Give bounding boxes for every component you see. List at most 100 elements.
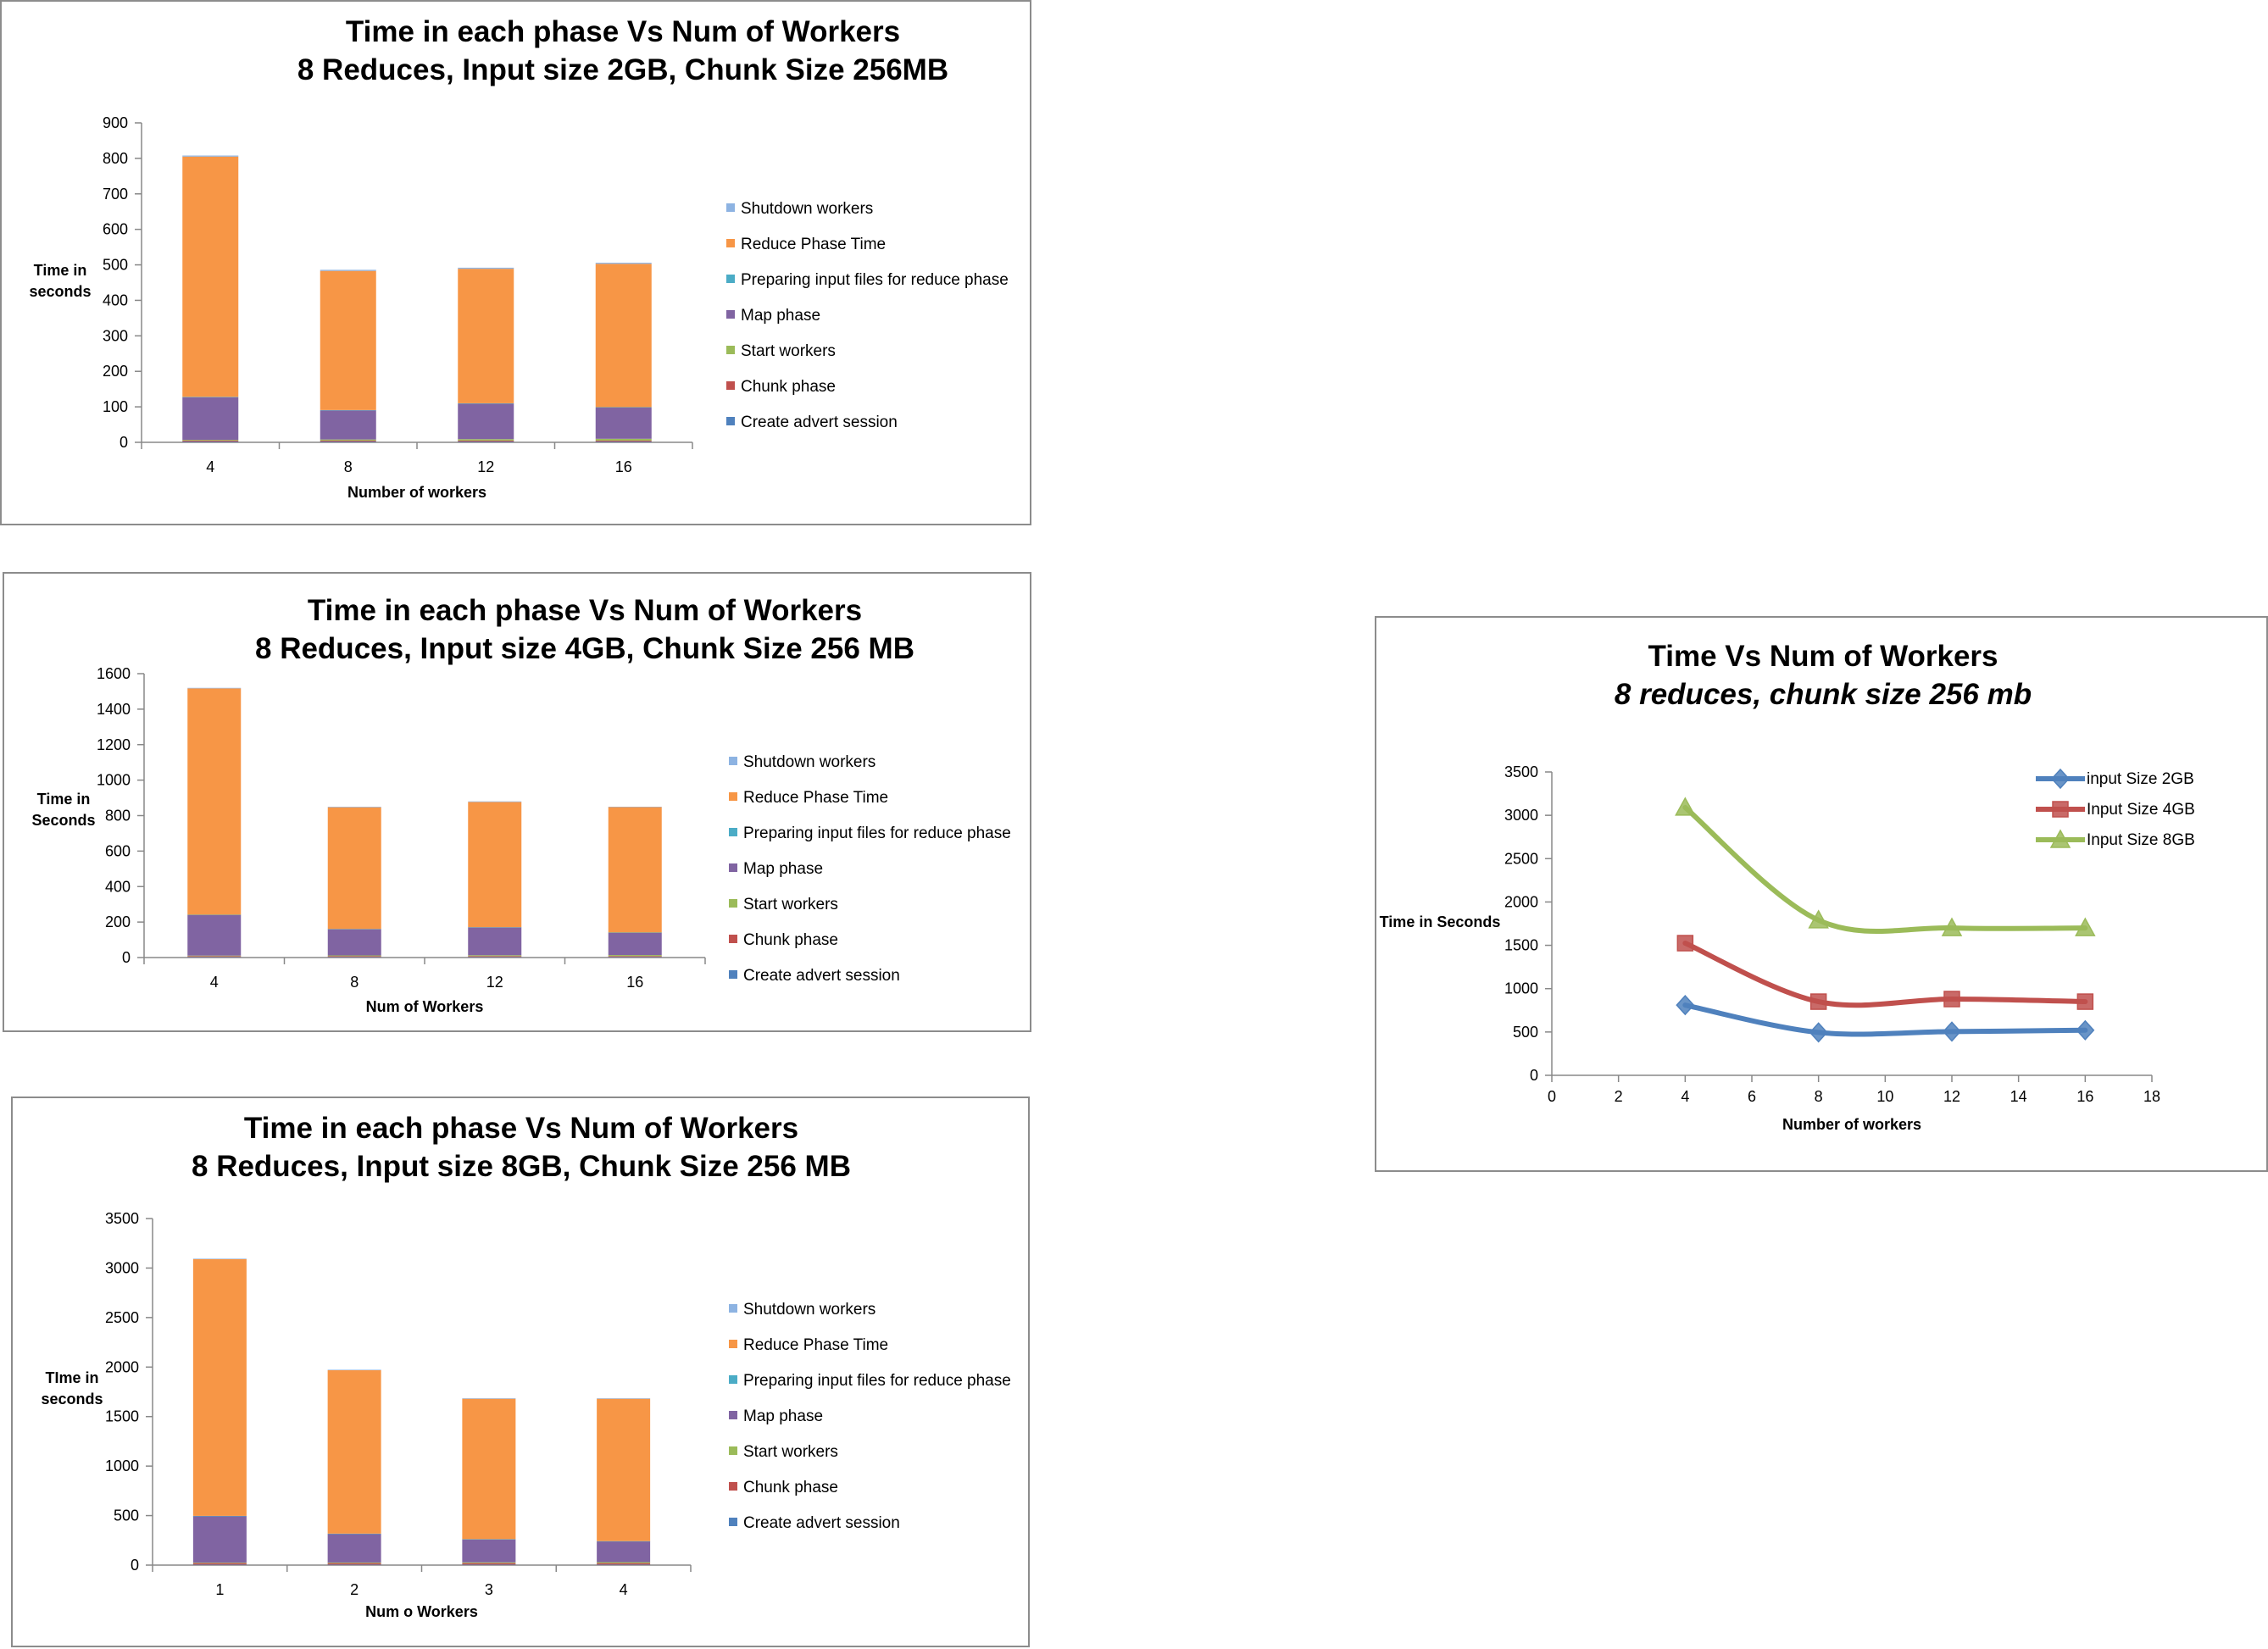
x-tick-label: 14 <box>2010 1088 2027 1105</box>
legend-label-map-phase: Map phase <box>741 307 820 325</box>
series-line-input-size-2gb <box>1682 1002 2088 1037</box>
bar-segment-preparing-input-files-for-reduce-phase <box>327 1533 381 1535</box>
y-tick-label: 500 <box>103 257 128 274</box>
chart-title-line-1: Time Vs Num of Workers <box>1648 640 1998 673</box>
bar-segment-preparing-input-files-for-reduce-phase <box>458 403 514 404</box>
y-tick-label: 1200 <box>97 736 131 753</box>
x-axis-title: Num o Workers <box>365 1603 478 1620</box>
bar-segment-map-phase <box>462 1539 516 1563</box>
y-tick-label: 3500 <box>105 1210 139 1227</box>
bar-segment-map-phase <box>320 410 376 440</box>
bar-segment-preparing-input-files-for-reduce-phase <box>462 1539 516 1540</box>
chart-title-line-2: 8 reduces, chunk size 256 mb <box>1615 678 2032 711</box>
x-tick-label: 1 <box>215 1581 224 1598</box>
legend-label-create-advert-session: Create advert session <box>741 414 898 431</box>
bar-segment-chunk-phase <box>468 956 522 958</box>
legend-label-chunk-phase: Chunk phase <box>743 931 838 949</box>
legend-swatch-shutdown-workers <box>729 1304 737 1313</box>
bar-segment-chunk-phase <box>187 956 242 958</box>
bar-segment-shutdown-workers <box>608 807 662 808</box>
bar-segment-preparing-input-files-for-reduce-phase <box>608 932 662 933</box>
x-tick-label: 12 <box>477 458 494 475</box>
bar-segment-map-phase <box>182 397 239 441</box>
bar-segment-shutdown-workers <box>192 1258 247 1259</box>
legend-swatch-reduce-phase-time <box>729 1340 737 1348</box>
y-tick-label: 1400 <box>97 701 131 718</box>
chart-panel-8gb: Time in each phase Vs Num of Workers 8 Re… <box>11 1097 1030 1647</box>
y-tick-label: 800 <box>103 150 128 167</box>
legend-swatch-reduce-phase-time <box>726 239 735 247</box>
bar-segment-reduce-phase-time <box>320 270 376 410</box>
bar-segment-start-workers <box>597 1562 651 1563</box>
x-tick-label: 4 <box>1681 1088 1689 1105</box>
legend-marker-input-size-2gb <box>2050 768 2071 790</box>
chart-title-line-1: Time in each phase Vs Num of Workers <box>346 15 900 48</box>
bar-segment-shutdown-workers <box>458 267 514 269</box>
legend-swatch-create-advert-session <box>729 970 737 979</box>
y-tick-label: 1500 <box>1504 937 1538 954</box>
bar-segment-chunk-phase <box>462 1563 516 1565</box>
data-point-input-size-8gb <box>1941 917 1963 936</box>
x-tick-label: 3 <box>485 1581 493 1598</box>
legend-swatch-shutdown-workers <box>726 203 735 212</box>
legend-label-shutdown-workers: Shutdown workers <box>743 753 876 771</box>
legend-swatch-start-workers <box>729 1446 737 1455</box>
y-axis-title: seconds <box>29 283 91 300</box>
legend-swatch-preparing-input-files-for-reduce-phase <box>726 275 735 283</box>
stacked-bar-chart-4gb: Time in each phase Vs Num of Workers 8 Re… <box>31 594 1010 1015</box>
x-tick-label: 2 <box>350 1581 359 1598</box>
bar-segment-map-phase <box>608 932 662 956</box>
bar-segment-map-phase <box>458 403 514 440</box>
y-tick-label: 3000 <box>105 1259 139 1276</box>
stacked-bar-chart-8gb: Time in each phase Vs Num of Workers 8 Re… <box>41 1112 1010 1620</box>
x-tick-label: 0 <box>1548 1088 1556 1105</box>
y-tick-label: 2000 <box>105 1358 139 1375</box>
bar-segment-start-workers <box>320 439 376 441</box>
bar-segment-preparing-input-files-for-reduce-phase <box>192 1515 247 1517</box>
chart-title-line-2: 8 Reduces, Input size 4GB, Chunk Size 25… <box>255 632 914 665</box>
bar-segment-create-advert-session <box>597 1564 651 1565</box>
legend-swatch-map-phase <box>729 863 737 872</box>
bar-segment-reduce-phase-time <box>458 269 514 403</box>
data-point-input-size-4gb <box>1809 993 1827 1010</box>
x-tick-label: 8 <box>1815 1088 1823 1105</box>
legend-label-shutdown-workers: Shutdown workers <box>743 1301 876 1319</box>
y-tick-label: 0 <box>1530 1067 1538 1084</box>
y-tick-label: 1600 <box>97 665 131 682</box>
bar-segment-reduce-phase-time <box>182 156 239 397</box>
bar-segment-start-workers <box>468 955 522 957</box>
y-tick-label: 1000 <box>97 772 131 789</box>
x-tick-label: 16 <box>626 974 643 991</box>
bar-segment-shutdown-workers <box>595 263 652 264</box>
bar-segment-map-phase <box>192 1516 247 1563</box>
line-chart-time-vs-workers: Time Vs Num of Workers 8 reduces, chunk s… <box>1380 640 2195 1133</box>
bar-segment-create-advert-session <box>182 441 239 442</box>
bar-segment-shutdown-workers <box>462 1398 516 1399</box>
legend-swatch-start-workers <box>729 899 737 908</box>
data-point-input-size-8gb <box>1675 797 1696 816</box>
legend-swatch-chunk-phase <box>729 935 737 943</box>
bar-segment-reduce-phase-time <box>187 688 242 915</box>
bar-segment-reduce-phase-time <box>327 807 381 930</box>
bar-segment-reduce-phase-time <box>462 1398 516 1540</box>
y-tick-label: 1000 <box>1504 980 1538 997</box>
bar-segment-create-advert-session <box>595 441 652 442</box>
legend-label-map-phase: Map phase <box>743 1407 823 1425</box>
y-tick-label: 600 <box>105 842 131 859</box>
bar-segment-map-phase <box>468 927 522 956</box>
chart-title-line-2: 8 Reduces, Input size 8GB, Chunk Size 25… <box>192 1150 851 1183</box>
bar-segment-create-advert-session <box>192 1564 247 1565</box>
x-tick-label: 6 <box>1748 1088 1756 1105</box>
y-tick-label: 400 <box>103 291 128 308</box>
y-tick-label: 500 <box>1513 1024 1538 1041</box>
x-tick-label: 16 <box>2076 1088 2093 1105</box>
y-tick-label: 200 <box>105 913 131 930</box>
bar-segment-shutdown-workers <box>327 807 381 808</box>
bar-segment-reduce-phase-time <box>608 807 662 933</box>
y-axis-title: Time in <box>34 262 87 279</box>
x-tick-label: 18 <box>2143 1088 2160 1105</box>
legend-label-map-phase: Map phase <box>743 860 823 878</box>
legend-label-input-size-2gb: input Size 2GB <box>2087 770 2194 788</box>
legend-label-chunk-phase: Chunk phase <box>741 378 836 396</box>
y-tick-label: 800 <box>105 808 131 824</box>
